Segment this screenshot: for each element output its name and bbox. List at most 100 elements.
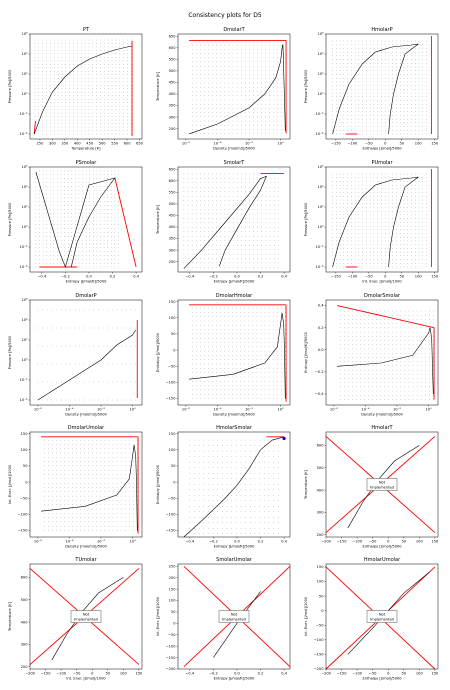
chart-dmolart: DmolarT 10⁻⁶ 10⁻⁴ 10⁻² 10⁰ 250 300 350 400 450 500… bbox=[156, 27, 291, 151]
y-tick-label: 10⁻² bbox=[20, 112, 28, 116]
x-tick-label: 10⁻⁴ bbox=[65, 408, 73, 412]
x-tick-label: −0.2 bbox=[61, 275, 70, 279]
chart-title: DmolarSmolar bbox=[364, 293, 401, 299]
chart-dmolarp: DmolarP 10⁻⁶ 10⁻⁴ 10⁻² 10⁰ 10⁻⁴ 10⁻² 10⁰ 10² 10⁴ 1… bbox=[8, 293, 143, 417]
chart-body: DmolarHmolar 10⁻⁶ 10⁻⁴ 10⁻² 10⁰ −150 −100 −50 0 5… bbox=[156, 293, 291, 417]
y-axis-label: Pressure [Pa]/5000 bbox=[8, 335, 12, 370]
chart-smolart: SmolarT −0.4 −0.2 0.0 0.2 0.4 250 300 350 400 450 5… bbox=[156, 160, 291, 284]
y-tick-label: 550 bbox=[169, 191, 177, 195]
y-axis-label: Temperature [K] bbox=[156, 71, 160, 102]
x-tick-label: 50 bbox=[399, 275, 404, 279]
x-tick-label: 10⁻⁶ bbox=[182, 142, 190, 146]
x-axis-label: Density [mol/m3]/5000 bbox=[213, 147, 255, 151]
saturation-curve bbox=[189, 312, 286, 399]
x-axis-label: Enthalpy [J/mol]/5000 bbox=[362, 147, 402, 151]
x-tick-label: 250 bbox=[37, 142, 45, 146]
plot-frame bbox=[177, 166, 291, 273]
y-tick-label: 10⁰ bbox=[317, 92, 324, 96]
x-tick-label: −0.4 bbox=[185, 275, 194, 279]
x-tick-label: 0.2 bbox=[110, 275, 116, 279]
y-tick-label: 10⁻² bbox=[316, 245, 324, 249]
y-tick-label: 10⁻⁴ bbox=[20, 265, 28, 269]
saturation-curve bbox=[332, 176, 419, 268]
plot-frame bbox=[29, 166, 143, 273]
chart-title: PUmolar bbox=[371, 160, 393, 166]
chart-body: DmolarT 10⁻⁶ 10⁻⁴ 10⁻² 10⁰ 250 300 350 400 450 500… bbox=[156, 27, 291, 151]
x-axis-label: Density [mol/m3]/5000 bbox=[65, 413, 107, 417]
x-axis-label: Density [mol/m3]/5000 bbox=[213, 413, 255, 417]
x-tick-label: −150 bbox=[331, 275, 342, 279]
y-tick-label: 10⁻⁴ bbox=[20, 398, 28, 402]
chart-title: SmolarT bbox=[224, 160, 246, 166]
boundary-line bbox=[114, 177, 137, 268]
x-tick-label: 0.2 bbox=[258, 275, 264, 279]
x-tick-label: 0.0 bbox=[86, 275, 92, 279]
x-axis-label: Temperature [K] bbox=[70, 147, 101, 151]
y-tick-label: −150 bbox=[166, 397, 177, 401]
y-tick-label: 400 bbox=[169, 92, 177, 96]
saturation-curve bbox=[33, 45, 132, 135]
y-tick-label: 10⁰ bbox=[21, 92, 28, 96]
y-tick-label: 350 bbox=[169, 104, 177, 108]
x-tick-label: 350 bbox=[61, 142, 69, 146]
y-tick-label: 500 bbox=[169, 202, 177, 206]
y-tick-label: 10⁻² bbox=[316, 112, 324, 116]
sample-points bbox=[191, 44, 287, 134]
y-tick-label: 100 bbox=[169, 316, 177, 320]
x-tick-label: 650 bbox=[136, 142, 144, 146]
sample-points bbox=[34, 39, 132, 135]
saturation-curve bbox=[183, 175, 267, 269]
page-title: Consistency plots for D5 bbox=[188, 12, 262, 19]
x-tick-label: 10⁰ bbox=[130, 408, 137, 412]
plot-frame bbox=[29, 33, 143, 140]
y-tick-label: 400 bbox=[169, 225, 177, 229]
chart-title: DmolarT bbox=[223, 27, 245, 33]
x-tick-label: 500 bbox=[99, 142, 107, 146]
y-tick-label: 10² bbox=[21, 338, 28, 342]
chart-pt: PT 250 300 350 400 450 500 550 600 650 10⁻⁴ 10⁻² 10⁰… bbox=[8, 27, 144, 151]
x-tick-label: −150 bbox=[331, 142, 342, 146]
y-tick-label: 650 bbox=[169, 35, 177, 39]
y-tick-label: 10⁻⁴ bbox=[316, 132, 324, 136]
x-tick-label: 0 bbox=[384, 142, 387, 146]
x-tick-label: −50 bbox=[365, 142, 373, 146]
y-tick-label: 10⁴ bbox=[21, 52, 28, 56]
x-tick-label: 550 bbox=[111, 142, 119, 146]
chart-body: PUmolar −150 −100 −50 0 50 100 150 10⁻⁴ 10⁻² 10⁰ 10… bbox=[304, 160, 439, 284]
x-axis-label: Int. Ener. [J/mol]/1000 bbox=[362, 280, 402, 284]
chart-title: DmolarHmolar bbox=[216, 293, 253, 299]
chart-body: DmolarP 10⁻⁶ 10⁻⁴ 10⁻² 10⁰ 10⁻⁴ 10⁻² 10⁰ 10² 10⁴ 1… bbox=[8, 293, 143, 417]
x-tick-label: 10⁻⁶ bbox=[182, 408, 190, 412]
y-tick-label: 10⁻² bbox=[20, 245, 28, 249]
x-tick-label: 0.0 bbox=[234, 275, 240, 279]
y-tick-label: −50 bbox=[168, 364, 176, 368]
sample-points bbox=[191, 307, 286, 399]
y-tick-label: 600 bbox=[169, 46, 177, 50]
y-tick-label: 10⁶ bbox=[317, 165, 324, 169]
x-tick-label: 10⁻⁶ bbox=[34, 408, 42, 412]
y-tick-label: 10⁴ bbox=[317, 52, 324, 56]
x-tick-label: −50 bbox=[365, 275, 373, 279]
y-axis-label: Enthalpy [J/mol]/5000 bbox=[156, 332, 160, 372]
y-tick-label: 500 bbox=[169, 69, 177, 73]
x-tick-label: 10⁰ bbox=[278, 408, 285, 412]
sample-points bbox=[37, 309, 136, 401]
x-tick-label: 10⁻⁴ bbox=[213, 408, 221, 412]
x-tick-label: −0.2 bbox=[209, 275, 218, 279]
y-tick-label: 50 bbox=[171, 332, 176, 336]
x-axis-label: Entropy [J/mol/K]/5000 bbox=[214, 280, 256, 284]
sample-points bbox=[35, 170, 119, 268]
x-tick-label: 10⁻² bbox=[245, 142, 253, 146]
y-axis-label: Pressure [Pa]/5000 bbox=[304, 202, 308, 237]
x-tick-label: 150 bbox=[431, 142, 439, 146]
plot-frame bbox=[177, 299, 291, 406]
chart-body: PT 250 300 350 400 450 500 550 600 650 10⁻⁴ 10⁻² 10⁰… bbox=[8, 27, 144, 151]
chart-hmolarp: HmolarP −150 −100 −50 0 50 100 150 10⁻⁴ 10⁻² 10⁰ 10… bbox=[304, 27, 439, 151]
y-tick-label: 550 bbox=[169, 58, 177, 62]
saturation-curve bbox=[35, 171, 116, 268]
y-axis-label: Pressure [Pa]/5000 bbox=[304, 69, 308, 104]
y-tick-label: 10⁻² bbox=[20, 378, 28, 382]
chart-pumolar: PUmolar −150 −100 −50 0 50 100 150 10⁻⁴ 10⁻² 10⁰ 10… bbox=[304, 160, 439, 284]
chart-psmolar: PSmolar −0.4 −0.2 0.0 0.2 0.4 10⁻⁴ 10⁻² 10⁰ 10² 10… bbox=[8, 160, 143, 284]
y-axis-label: Temperature [K] bbox=[156, 204, 160, 235]
